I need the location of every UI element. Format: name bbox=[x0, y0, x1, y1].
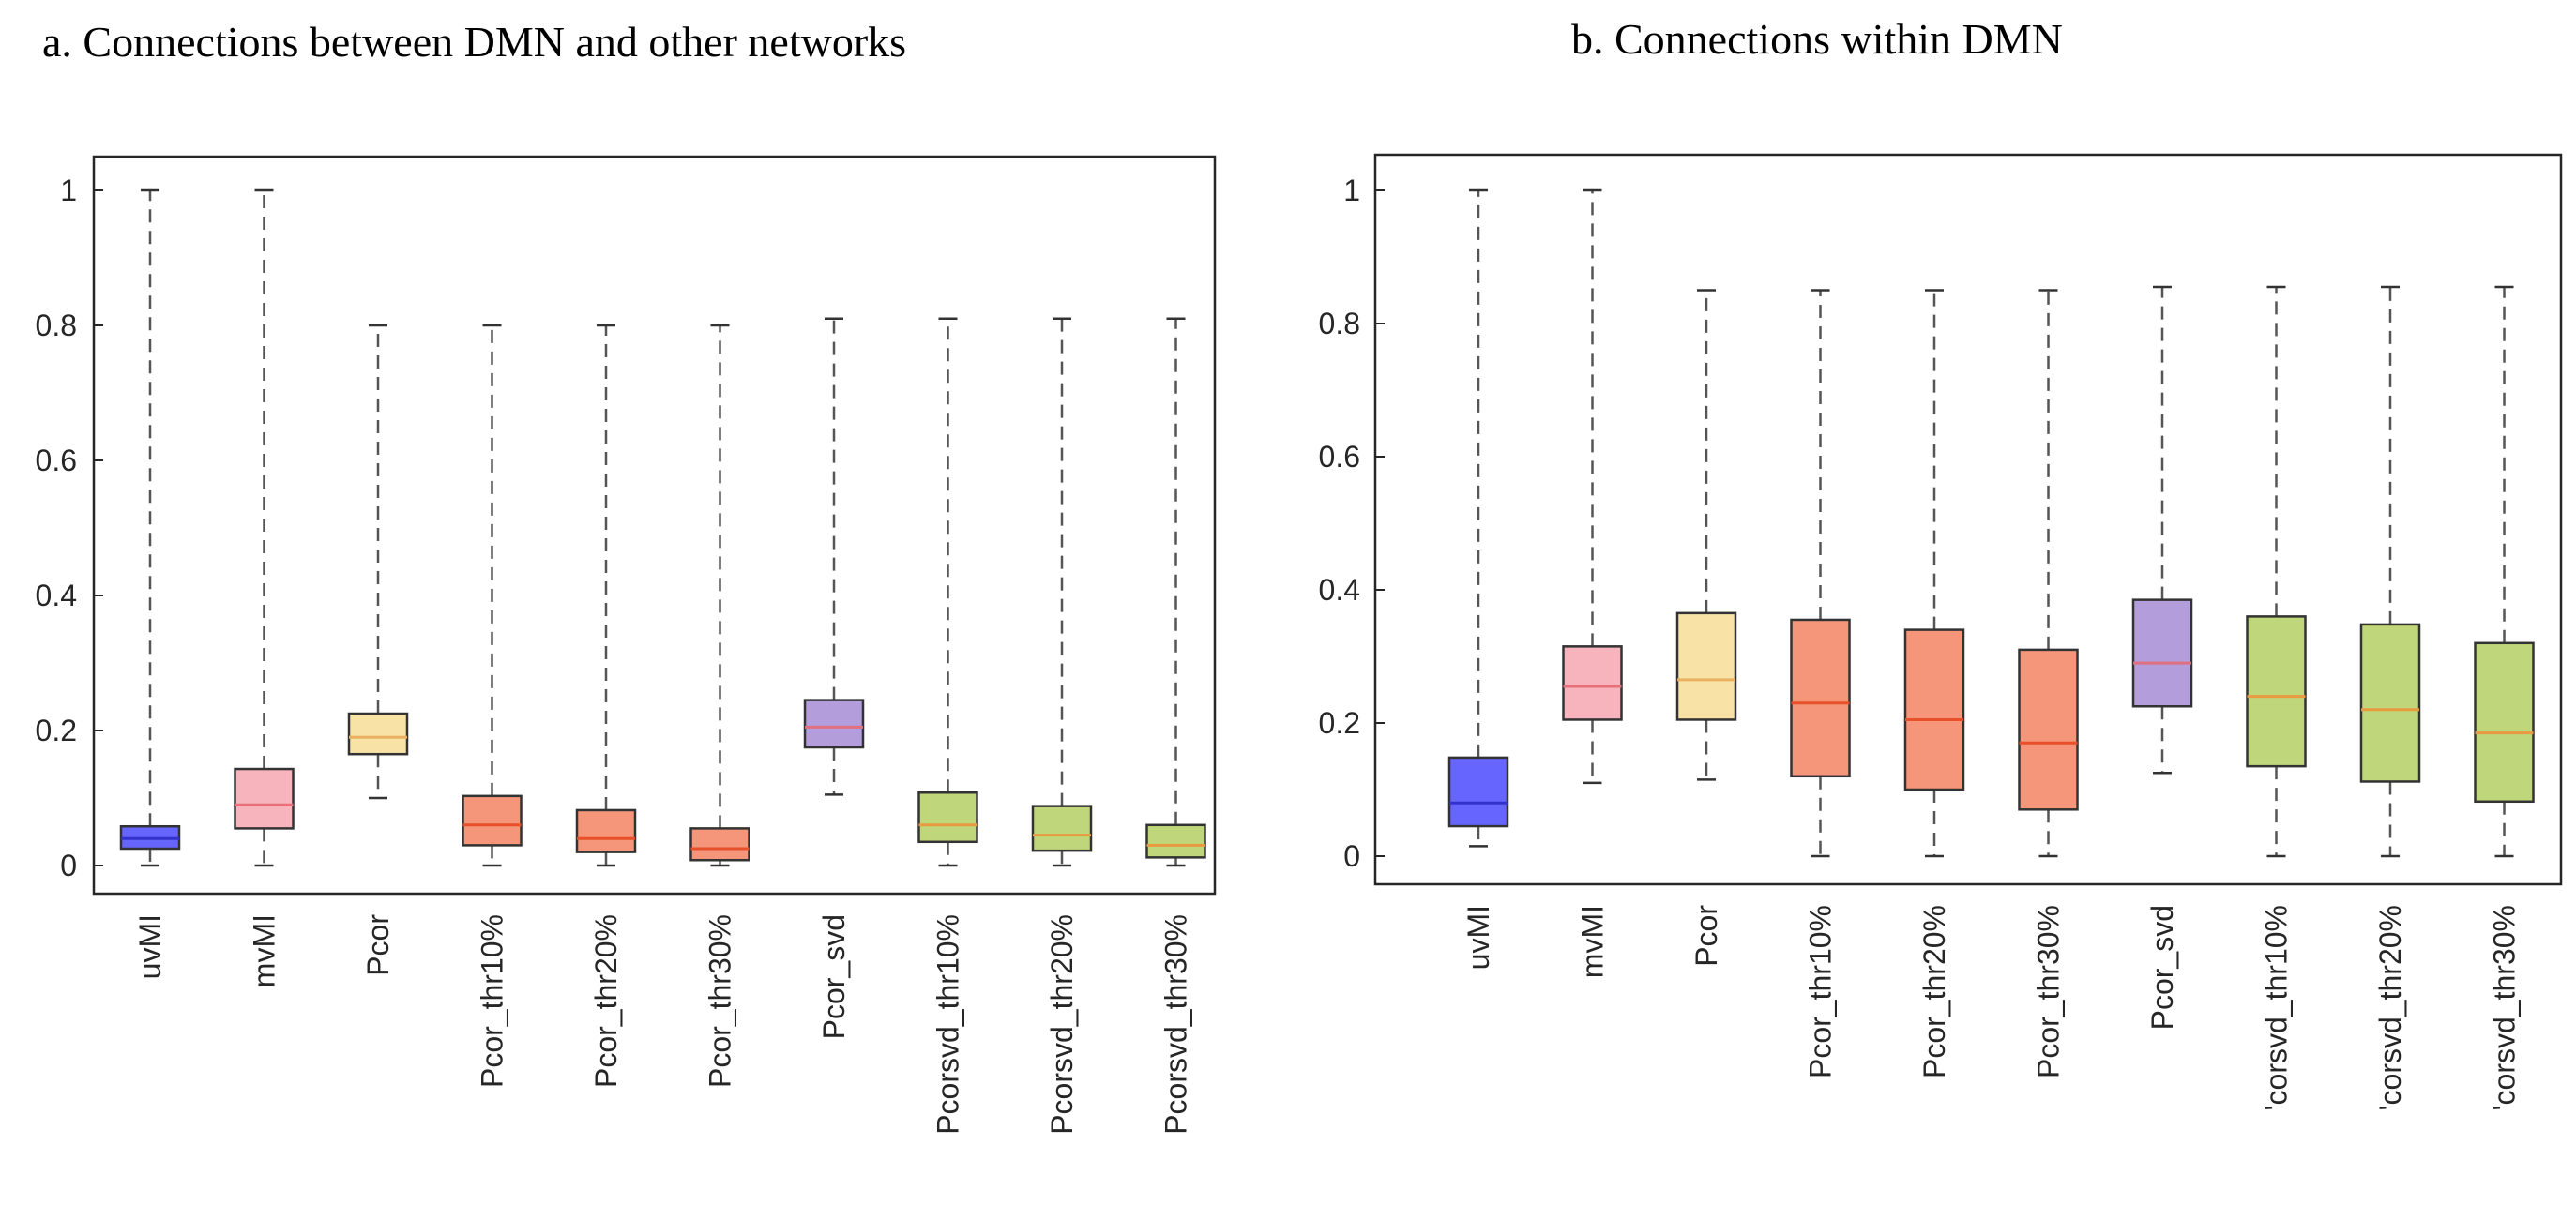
panel-b-iqr-box bbox=[1447, 756, 1509, 828]
panel-a-box-0 bbox=[119, 188, 181, 867]
panel-a-category-label: uvMI bbox=[133, 914, 167, 979]
panel-b: b. Connections within DMN 0 0.2 0.4 0.6 0.8 1… bbox=[1319, 15, 2563, 1111]
panel-b-ytick-label: 0.2 bbox=[1319, 706, 1360, 740]
panel-b-ytick-label: 0.6 bbox=[1319, 440, 1360, 474]
panel-b-category-label: Pcor bbox=[1690, 905, 1723, 967]
panel-b-ytick-label: 0.8 bbox=[1319, 307, 1360, 340]
panel-a: a. Connections between DMN and other net… bbox=[36, 18, 1217, 1135]
panel-a-box-7 bbox=[917, 317, 978, 867]
panel-a-box-6 bbox=[803, 317, 865, 796]
panel-b-iqr-box bbox=[2246, 615, 2307, 768]
panel-a-category-label: mvMI bbox=[248, 914, 281, 987]
panel-a-iqr-box bbox=[1145, 823, 1206, 859]
panel-b-ytick-label: 0.4 bbox=[1319, 573, 1360, 607]
panel-a-box-5 bbox=[689, 324, 750, 867]
panel-b-category-label: Pcor_thr20% bbox=[1917, 905, 1951, 1078]
panel-b-iqr-box bbox=[1903, 628, 1965, 791]
panel-a-ytick-label: 0.8 bbox=[36, 309, 77, 342]
panel-a-category-label: Pcor_svd bbox=[817, 914, 851, 1039]
panel-a-iqr-box bbox=[803, 699, 865, 749]
panel-b-box-4 bbox=[1903, 289, 1965, 858]
panel-b-iqr-box bbox=[2359, 623, 2421, 783]
panel-a-category-label: Pcorsvd_thr30% bbox=[1159, 914, 1193, 1135]
panel-a-category-label: Pcor bbox=[361, 914, 395, 976]
panel-a-box-1 bbox=[234, 188, 295, 867]
panel-b-axes bbox=[1373, 153, 2563, 886]
panel-b-box-3 bbox=[1790, 289, 1851, 858]
panel-b-box-5 bbox=[2018, 289, 2079, 858]
panel-b-category-label: Pcor_thr30% bbox=[2032, 905, 2066, 1078]
panel-b-category-label: 'corsvd_thr30% bbox=[2488, 905, 2522, 1111]
panel-a-category-label: Pcorsvd_thr10% bbox=[932, 914, 965, 1135]
panel-b-box-7 bbox=[2246, 285, 2307, 858]
panel-b-box-2 bbox=[1675, 289, 1737, 781]
panel-b-box-8 bbox=[2359, 285, 2421, 858]
panel-a-box-8 bbox=[1031, 317, 1093, 867]
panel-a-ytick-label: 0.6 bbox=[36, 444, 77, 477]
panel-a-category-label: Pcorsvd_thr20% bbox=[1045, 914, 1079, 1135]
panel-b-category-label: 'corsvd_thr10% bbox=[2260, 905, 2294, 1111]
panel-a-iqr-box bbox=[347, 712, 409, 756]
panel-a-box-2 bbox=[347, 324, 409, 800]
panel-a-ytick-label: 0.4 bbox=[36, 579, 77, 612]
panel-b-iqr-box bbox=[1790, 618, 1851, 778]
panel-a-ytick-label: 0 bbox=[60, 849, 77, 882]
panel-b-ytick-label: 0 bbox=[1343, 839, 1360, 873]
panel-a-box-9 bbox=[1145, 317, 1206, 867]
panel-a-category-label: Pcor_thr30% bbox=[704, 914, 737, 1088]
panel-b-box-6 bbox=[2131, 285, 2193, 775]
panel-b-box-0 bbox=[1447, 188, 1509, 848]
panel-b-box-9 bbox=[2474, 285, 2535, 858]
panel-b-category-label: uvMI bbox=[1462, 905, 1495, 970]
panel-b-box-1 bbox=[1562, 188, 1623, 785]
panel-b-iqr-box bbox=[2018, 648, 2079, 811]
panel-a-iqr-box bbox=[917, 791, 978, 844]
panel-a-category-label: Pcor_thr10% bbox=[476, 914, 509, 1088]
panel-b-category-label: mvMI bbox=[1576, 905, 1610, 978]
panel-b-ytick-label: 1 bbox=[1343, 173, 1360, 207]
panel-b-iqr-box bbox=[1675, 611, 1737, 721]
panel-b-title: b. Connections within DMN bbox=[1571, 15, 2063, 63]
panel-b-category-label: Pcor_svd bbox=[2145, 905, 2179, 1030]
panel-b-category-label: 'corsvd_thr20% bbox=[2373, 905, 2407, 1111]
panel-a-box-3 bbox=[462, 324, 523, 867]
panel-b-category-label: Pcor_thr10% bbox=[1804, 905, 1838, 1078]
panel-b-iqr-box bbox=[1562, 645, 1623, 721]
panel-a-iqr-box bbox=[689, 827, 750, 862]
panel-a-iqr-box bbox=[575, 808, 637, 853]
panel-a-title: a. Connections between DMN and other net… bbox=[42, 18, 906, 66]
panel-a-box-4 bbox=[575, 324, 637, 867]
panel-a-ytick-label: 0.2 bbox=[36, 714, 77, 747]
panel-a-ytick-label: 1 bbox=[60, 173, 77, 207]
panel-a-iqr-box bbox=[234, 767, 295, 830]
panel-b-iqr-box bbox=[2131, 598, 2193, 708]
panel-a-axes bbox=[92, 155, 1217, 896]
panel-a-category-label: Pcor_thr20% bbox=[589, 914, 623, 1088]
panel-b-iqr-box bbox=[2474, 641, 2535, 804]
panel-a-iqr-box bbox=[462, 794, 523, 847]
panel-a-iqr-box bbox=[1031, 805, 1093, 852]
